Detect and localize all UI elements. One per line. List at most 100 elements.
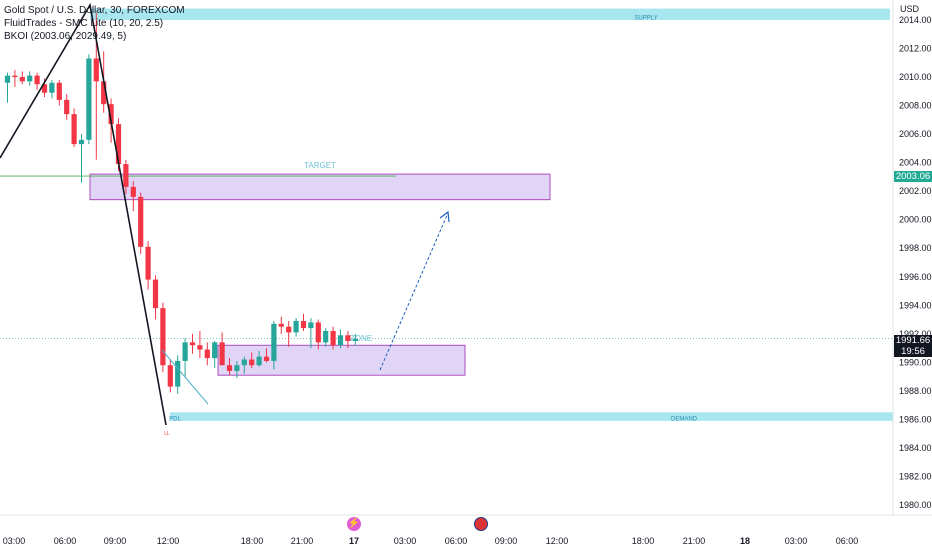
price-axis-bg [893, 0, 932, 515]
forecast-arrow [379, 212, 449, 371]
candle-body [204, 349, 210, 359]
candle-body [337, 335, 344, 346]
candle [263, 348, 270, 363]
price-tick-label: 1986.00 [899, 414, 932, 424]
candle-body [182, 342, 188, 361]
candle-body [49, 82, 55, 93]
candle-body [71, 114, 77, 145]
candle-body [323, 330, 329, 343]
us-flag-event-icon[interactable] [474, 517, 488, 531]
candle [145, 241, 151, 290]
candle [219, 332, 225, 366]
candle-body [167, 365, 173, 387]
price-tick-label: 1984.00 [899, 443, 932, 453]
candle [123, 159, 129, 195]
candle-body [130, 186, 136, 197]
dividend-event-icon[interactable]: ⚡ [347, 517, 361, 531]
candle-body [19, 77, 25, 82]
candle [271, 320, 277, 370]
candle [286, 320, 292, 347]
currency-label: USD [900, 4, 920, 14]
entry-zone [217, 344, 466, 376]
candle [86, 54, 92, 145]
candle [345, 330, 351, 349]
indicator-smc[interactable]: FluidTrades - SMC Lite (10, 20, 2.5) [4, 18, 164, 29]
candle [197, 330, 203, 359]
candle [167, 359, 173, 393]
candle-body [108, 104, 114, 125]
candle-body [212, 342, 218, 359]
price-tick-label: 2012.00 [899, 44, 932, 54]
zigzag-line [0, 2, 167, 426]
candle-body [34, 75, 40, 85]
candle-body [101, 81, 107, 105]
candle-body [86, 58, 92, 140]
chart-legend: Gold Spot / U.S. Dollar, 30, FOREXCOM Fl… [4, 4, 185, 43]
trend-line [161, 349, 209, 405]
price-tick-label: 2010.00 [899, 72, 932, 82]
time-tick-label: 18:00 [241, 536, 264, 546]
candle [241, 356, 247, 374]
ll-marker-label: LL [164, 431, 170, 437]
candle [19, 71, 25, 85]
candle [337, 329, 344, 349]
candle [160, 302, 166, 373]
price-tick-label: 2006.00 [899, 129, 932, 139]
candle [189, 333, 196, 354]
time-tick-label: 06:00 [54, 536, 77, 546]
bar-countdown: 19:56 [901, 346, 925, 357]
candle [352, 333, 358, 346]
candle [226, 358, 233, 376]
candle-body [219, 342, 225, 366]
price-tick-label: 1982.00 [899, 471, 932, 481]
candle [204, 342, 210, 366]
price-tick-label: 1998.00 [899, 243, 932, 253]
time-tick-label: 03:00 [3, 536, 26, 546]
candle-body [27, 75, 33, 82]
candle [27, 71, 33, 86]
candles-layer [4, 12, 358, 394]
candle [130, 181, 136, 212]
candle [78, 134, 85, 183]
candle-body [189, 342, 196, 346]
candle-body [78, 139, 85, 145]
candle [152, 275, 159, 320]
time-axis: 03:00 06:00 09:00 12:00 18:00 21:00 17 03:00 06:… [0, 514, 932, 546]
candle-body [330, 330, 336, 346]
indicator-bkoi[interactable]: BKOI (2003.06, 2029.49, 5) [4, 31, 127, 42]
price-tick-label: 1990.00 [899, 357, 932, 367]
candle [12, 69, 18, 88]
candle-body [263, 356, 270, 361]
supply-label: SUPPLY [634, 16, 657, 22]
price-tick-label: 2000.00 [899, 215, 932, 225]
candle-body [226, 365, 233, 371]
time-tick-label: 21:00 [683, 536, 706, 546]
candle-body [352, 338, 358, 341]
candle-body [160, 308, 166, 366]
candle-body [123, 164, 129, 187]
candle [330, 326, 336, 350]
time-tick-label: 09:00 [104, 536, 127, 546]
candle-body [241, 359, 247, 366]
candle [64, 94, 70, 120]
candle-body [93, 58, 99, 82]
time-tick-label: 03:00 [785, 536, 808, 546]
candle-body [175, 360, 181, 387]
price-tick-label: 1980.00 [899, 500, 932, 510]
candle-body [271, 323, 277, 361]
symbol-title[interactable]: Gold Spot / U.S. Dollar, 30, FOREXCOM [4, 5, 185, 16]
candle-body [308, 322, 314, 329]
forecast-arrowhead [439, 210, 450, 223]
candle [71, 108, 77, 147]
target-zone [89, 173, 551, 201]
candle [249, 352, 255, 369]
candle-body [293, 320, 299, 333]
time-tick-label: 03:00 [394, 536, 417, 546]
demand-zone [170, 412, 893, 421]
candle-body [345, 335, 351, 341]
candle-body [56, 82, 62, 100]
candle [56, 79, 62, 106]
candle-body [300, 320, 307, 329]
